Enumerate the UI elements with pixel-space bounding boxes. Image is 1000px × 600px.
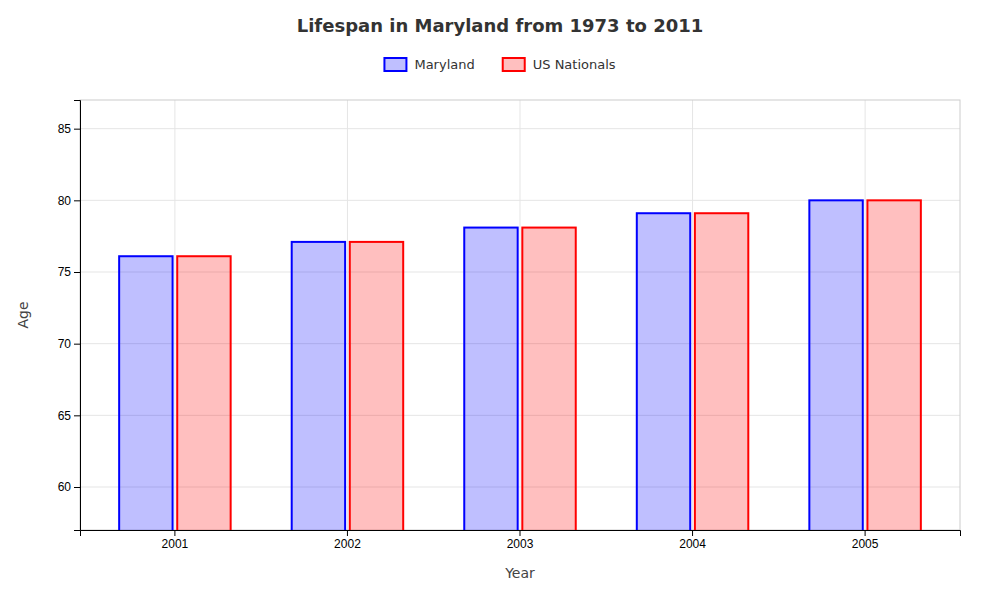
plot: 60 65 70 75 80 85 2001 2002 2003 2004 2005	[58, 100, 961, 600]
y-tick: 85	[58, 122, 80, 136]
y-tick-label: 70	[58, 337, 72, 351]
y-tick-mark	[74, 487, 80, 488]
bar	[867, 200, 920, 530]
bar	[695, 213, 748, 530]
bar	[464, 228, 517, 530]
y-tick: 65	[58, 409, 80, 423]
x-axis-line	[81, 531, 961, 537]
legend-swatch	[384, 58, 406, 71]
legend-item: US Nationals	[503, 57, 616, 72]
x-grid-line	[347, 100, 348, 530]
x-tick-label: 2003	[507, 537, 534, 551]
x-tick: 2004	[679, 530, 706, 551]
x-grid-line	[520, 100, 521, 530]
y-tick: 60	[58, 480, 80, 494]
x-tick: 2001	[162, 530, 189, 551]
chart: 60 65 70 75 80 85 2001 2002 2003 2004 2005 Year Age L…	[0, 0, 1000, 600]
legend-swatch	[503, 58, 525, 71]
bars	[119, 200, 921, 530]
y-axis-line	[74, 101, 81, 531]
bar	[809, 200, 862, 530]
y-axis-title: Age	[15, 301, 31, 328]
y-tick-mark	[74, 344, 80, 345]
x-tick-mark	[174, 530, 175, 536]
x-tick-label: 2001	[162, 537, 189, 551]
y-tick-mark	[74, 272, 80, 273]
x-tick-label: 2004	[679, 537, 706, 551]
bar	[292, 242, 345, 530]
y-tick-mark	[74, 200, 80, 201]
x-tick-label: 2002	[334, 537, 361, 551]
y-tick-label: 80	[58, 194, 72, 208]
legend: Maryland US Nationals	[384, 57, 615, 72]
y-tick-label: 85	[58, 122, 72, 136]
series-bars	[119, 200, 863, 530]
y-tick-mark	[74, 415, 80, 416]
bar	[522, 228, 575, 530]
x-tick-mark	[520, 530, 521, 536]
x-tick-mark	[347, 530, 348, 536]
bar	[119, 256, 172, 530]
x-grid-line	[865, 100, 866, 530]
y-tick: 70	[58, 337, 80, 351]
bar	[177, 256, 230, 530]
title: Lifespan in Maryland from 1973 to 2011	[297, 15, 704, 36]
legend-label: US Nationals	[533, 57, 616, 72]
y-tick-label: 75	[58, 265, 72, 279]
y-tick-label: 65	[58, 409, 72, 423]
x-tick: 2005	[852, 530, 879, 551]
legend-item: Maryland	[384, 57, 474, 72]
x-tick: 2003	[507, 530, 534, 551]
bar	[350, 242, 403, 530]
x-grid-line	[692, 100, 693, 530]
y-axis: 60 65 70 75 80 85	[58, 101, 81, 531]
legend-label: Maryland	[414, 57, 474, 72]
x-axis: 2001 2002 2003 2004 2005	[81, 530, 961, 551]
bar	[637, 213, 690, 530]
x-grid-line	[174, 100, 175, 530]
x-tick-mark	[865, 530, 866, 536]
y-tick: 80	[58, 194, 80, 208]
y-tick: 75	[58, 265, 80, 279]
x-axis-title: Year	[504, 565, 535, 581]
x-tick-mark	[692, 530, 693, 536]
y-tick-label: 60	[58, 480, 72, 494]
series-bars	[177, 200, 921, 530]
x-tick-label: 2005	[852, 537, 879, 551]
y-tick-mark	[74, 129, 80, 130]
x-tick: 2002	[334, 530, 361, 551]
